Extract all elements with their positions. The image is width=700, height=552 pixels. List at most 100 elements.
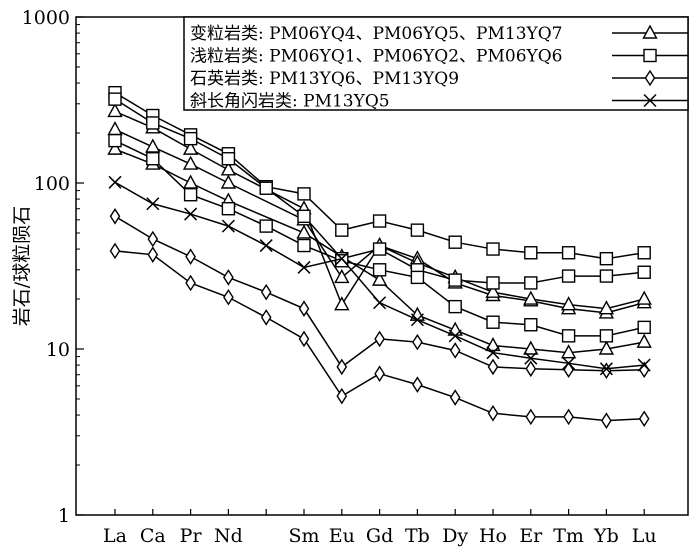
data-point [448,235,462,249]
legend-entry-diamond: 石英岩类: PM13YQ6、PM13YQ9 [190,69,688,89]
legend-label: 变粒岩类: PM06YQ4、PM06YQ5、PM13YQ7 [190,24,563,44]
data-point [183,131,198,146]
data-point [297,209,311,224]
data-point [410,313,424,327]
x-tick-label: Tb [405,525,430,547]
x-tick-label: Eu [329,525,355,547]
data-point [374,330,385,348]
series-5 [108,92,651,290]
x-tick-label: Lu [632,525,657,547]
data-point [372,263,387,277]
data-point [638,410,650,428]
data-point [147,246,159,263]
data-point [259,219,273,233]
data-point [637,246,651,260]
series-4 [108,85,651,266]
x-tick-label: Nd [214,525,243,547]
data-point [486,346,500,360]
data-point [372,242,387,256]
legend-entry-square: 浅粒岩类: PM06YQ1、PM06YQ2、PM06YQ6 [190,47,688,67]
data-point [221,152,236,166]
data-point [412,333,423,351]
data-point [145,138,161,153]
data-point [107,140,123,155]
data-point [147,230,159,248]
series-line [114,128,645,310]
data-point [182,155,199,170]
data-point [487,358,499,376]
series-9 [108,175,651,376]
data-point [334,296,350,311]
data-point [448,273,462,287]
data-point [371,271,388,286]
data-point [183,188,198,202]
series-line [114,148,645,354]
data-point [146,197,160,211]
data-point [448,299,462,314]
data-point [524,318,538,332]
data-point [335,223,349,237]
data-point [598,300,615,315]
data-point [486,315,500,329]
y-tick-label: 100 [34,173,70,195]
data-point [525,408,537,426]
legend-label: 浅粒岩类: PM06YQ1、PM06YQ2、PM06YQ6 [190,47,563,67]
data-point [410,270,425,285]
data-point [221,219,235,233]
data-point [485,283,501,298]
data-point [486,242,500,256]
data-point [221,202,236,216]
data-point [524,351,538,365]
data-point [560,296,577,311]
data-point [560,344,577,359]
data-point [223,269,234,286]
series-line [114,92,645,260]
legend-marker [642,24,658,39]
data-point [223,288,234,306]
data-point [107,121,123,136]
legend-marker [644,69,656,87]
data-point [637,358,651,372]
data-point [561,269,576,283]
data-point [524,276,538,290]
data-point [523,340,539,355]
data-point [334,268,350,284]
x-tick-label: Er [519,525,543,547]
data-point [448,329,462,343]
data-point [335,254,349,268]
series-6 [108,133,651,343]
data-point [637,265,651,279]
x-tick-label: La [103,525,127,547]
x-tick-label: Ca [140,525,166,547]
data-point [107,102,123,118]
data-point [108,133,122,148]
data-point [563,361,574,379]
data-point [487,404,499,422]
x-tick-label: Sm [288,525,319,547]
data-point [185,274,196,292]
x-tick-label: Dy [442,525,468,547]
y-axis-label: 岩石/球粒陨石 [11,206,33,326]
data-point [109,208,121,225]
data-point [449,342,461,359]
y-tick-label: 10 [46,339,70,361]
data-point [412,376,423,393]
legend-entry-x: 斜长角闪岩类: PM13YQ5 [190,92,688,112]
data-point [220,174,237,189]
data-point [599,269,614,283]
data-point [373,296,387,310]
data-point [182,174,199,189]
data-point [449,389,461,406]
data-point [296,224,312,239]
data-point [108,92,122,106]
y-tick-label: 1 [58,505,70,527]
data-point [601,412,612,429]
data-point [146,152,160,166]
data-point [599,251,614,266]
data-point [260,309,272,326]
data-point [562,356,576,370]
legend: 变粒岩类: PM06YQ4、PM06YQ5、PM13YQ7 浅粒岩类: PM06Y… [183,16,689,112]
data-point [297,187,311,201]
data-point [636,290,652,305]
